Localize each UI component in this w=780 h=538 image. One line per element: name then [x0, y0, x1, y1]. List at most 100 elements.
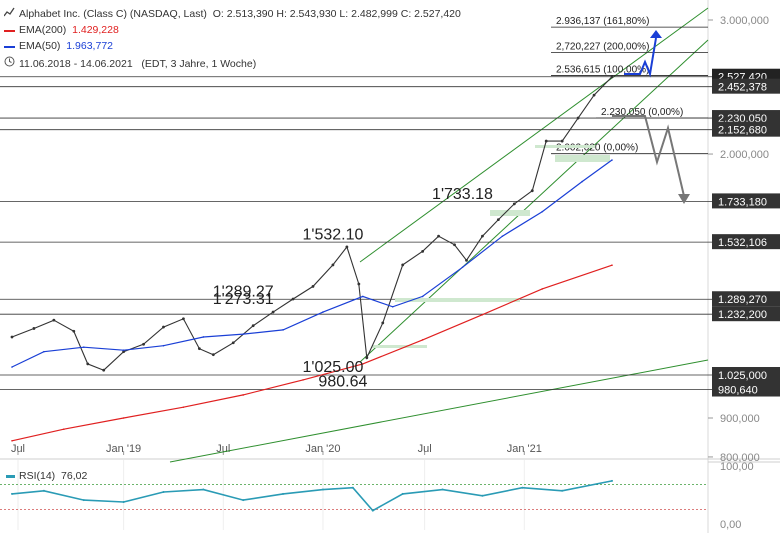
period-range: 11.06.2018 - 14.06.2021: [19, 58, 133, 70]
rsi-point: [202, 488, 205, 491]
rsi-line: [11, 480, 613, 512]
series-point: [182, 406, 185, 408]
series-point: [331, 263, 335, 267]
x-tick-label: Jan '19: [106, 443, 141, 455]
arrow-head-down: [678, 194, 690, 204]
period-row: 11.06.2018 - 14.06.2021 (EDT, 3 Jahre, 1…: [4, 56, 256, 70]
series-point: [610, 75, 614, 79]
x-tick-label: Jul: [216, 443, 230, 455]
clock-icon: [4, 56, 15, 70]
series-point: [541, 210, 544, 213]
rsi-point: [42, 489, 45, 492]
series-point: [481, 313, 484, 316]
series-point: [560, 139, 564, 143]
fib-level-label: 2.936,137 (161,80%): [556, 16, 649, 27]
series-point: [282, 329, 284, 331]
x-tick-label: Jan '21: [507, 443, 542, 455]
series-point: [530, 189, 534, 193]
rsi-point: [521, 486, 524, 489]
series-line: [11, 159, 613, 368]
price-level-tag-label: 2.452,378: [718, 82, 767, 94]
series-point: [197, 347, 201, 351]
rsi-point: [82, 499, 85, 502]
series-point: [512, 202, 516, 206]
rsi-value: 76,02: [61, 470, 88, 482]
rsi-label: RSI(14): [19, 470, 56, 482]
rsi-point: [561, 489, 564, 492]
series-point: [496, 218, 500, 222]
price-annotation: 980.64: [318, 373, 367, 390]
series-point: [162, 325, 165, 329]
series-point: [461, 266, 464, 269]
series-point: [421, 295, 424, 298]
series-point: [421, 339, 424, 341]
volume-zone: [395, 298, 520, 302]
series-line: [11, 76, 613, 371]
y-tick-label: 3.000,000: [720, 15, 769, 27]
rsi-axis-label-bottom: 0,00: [720, 519, 741, 531]
series-point: [381, 321, 385, 325]
series-point: [311, 285, 315, 288]
volume-zone: [535, 145, 595, 148]
price-level-tag-label: 1.733,180: [718, 196, 767, 208]
series-point: [82, 346, 85, 348]
ema200-legend: EMA(200) 1.429,228: [4, 24, 119, 36]
series-point: [86, 362, 90, 366]
volume-zone: [490, 210, 530, 216]
fib-level-label: 2.230,050 (0,00%): [601, 107, 683, 118]
ema50-legend: EMA(50) 1.963,772: [4, 40, 113, 52]
series-point: [357, 282, 361, 286]
line-chart-icon: [3, 7, 15, 20]
series-point: [102, 368, 106, 372]
series-point: [271, 310, 275, 314]
price-level-tag-label: 1.289,270: [718, 294, 767, 306]
series-point: [362, 295, 364, 298]
series-point: [142, 342, 145, 346]
series-point: [242, 333, 245, 335]
price-level-tag: [712, 306, 780, 322]
y-tick-label: 2.000,000: [720, 149, 769, 161]
series-point: [52, 318, 56, 322]
price-annotation: 1'532.10: [302, 226, 363, 243]
volume-zone: [372, 345, 427, 348]
ohlc-readout: O: 2.513,390 H: 2.543,930 L: 2.482,999 C…: [212, 8, 461, 20]
series-point: [481, 234, 484, 238]
price-annotation: 1'289.27: [213, 283, 274, 300]
x-tick-label: Jan '20: [305, 443, 340, 455]
series-point: [242, 394, 245, 396]
series-point: [11, 366, 13, 368]
series-point: [10, 335, 14, 339]
series-point: [465, 258, 468, 262]
series-point: [122, 349, 125, 351]
series-point: [11, 440, 13, 442]
price-level-tag: [712, 291, 780, 307]
rsi-point: [611, 479, 613, 482]
long-term-trendline: [169, 359, 709, 463]
price-level-tag-label: 1.025,000: [718, 370, 767, 382]
ema50-value: 1.963,772: [66, 40, 113, 52]
series-point: [43, 350, 45, 353]
fib-level-label: 2.536,615 (100,00%): [556, 64, 649, 75]
series-point: [576, 116, 580, 120]
rsi-point: [282, 492, 285, 495]
rsi-legend: RSI(14) 76,02: [6, 470, 87, 482]
price-level-tag: [712, 234, 780, 250]
channel-upper-line: [359, 7, 709, 263]
x-tick-label: Jul: [418, 443, 432, 455]
series-point: [72, 329, 76, 333]
series-point: [251, 324, 255, 328]
rsi-point: [162, 491, 165, 494]
series-point: [391, 305, 394, 308]
chart-header-title-row: Alphabet Inc. (Class C) (NASDAQ, Last) O…: [3, 7, 461, 20]
price-level-tag-label: 1.232,200: [718, 309, 767, 321]
series-point: [362, 363, 364, 365]
y-tick-label: 800,000: [720, 452, 760, 464]
series-point: [611, 264, 613, 266]
period-note: (EDT, 3 Jahre, 1 Woche): [141, 58, 257, 70]
series-point: [202, 336, 205, 338]
rsi-point: [401, 492, 404, 495]
series-point: [322, 311, 324, 313]
rsi-point: [481, 494, 484, 497]
price-annotation: 1'273.31: [213, 291, 274, 308]
